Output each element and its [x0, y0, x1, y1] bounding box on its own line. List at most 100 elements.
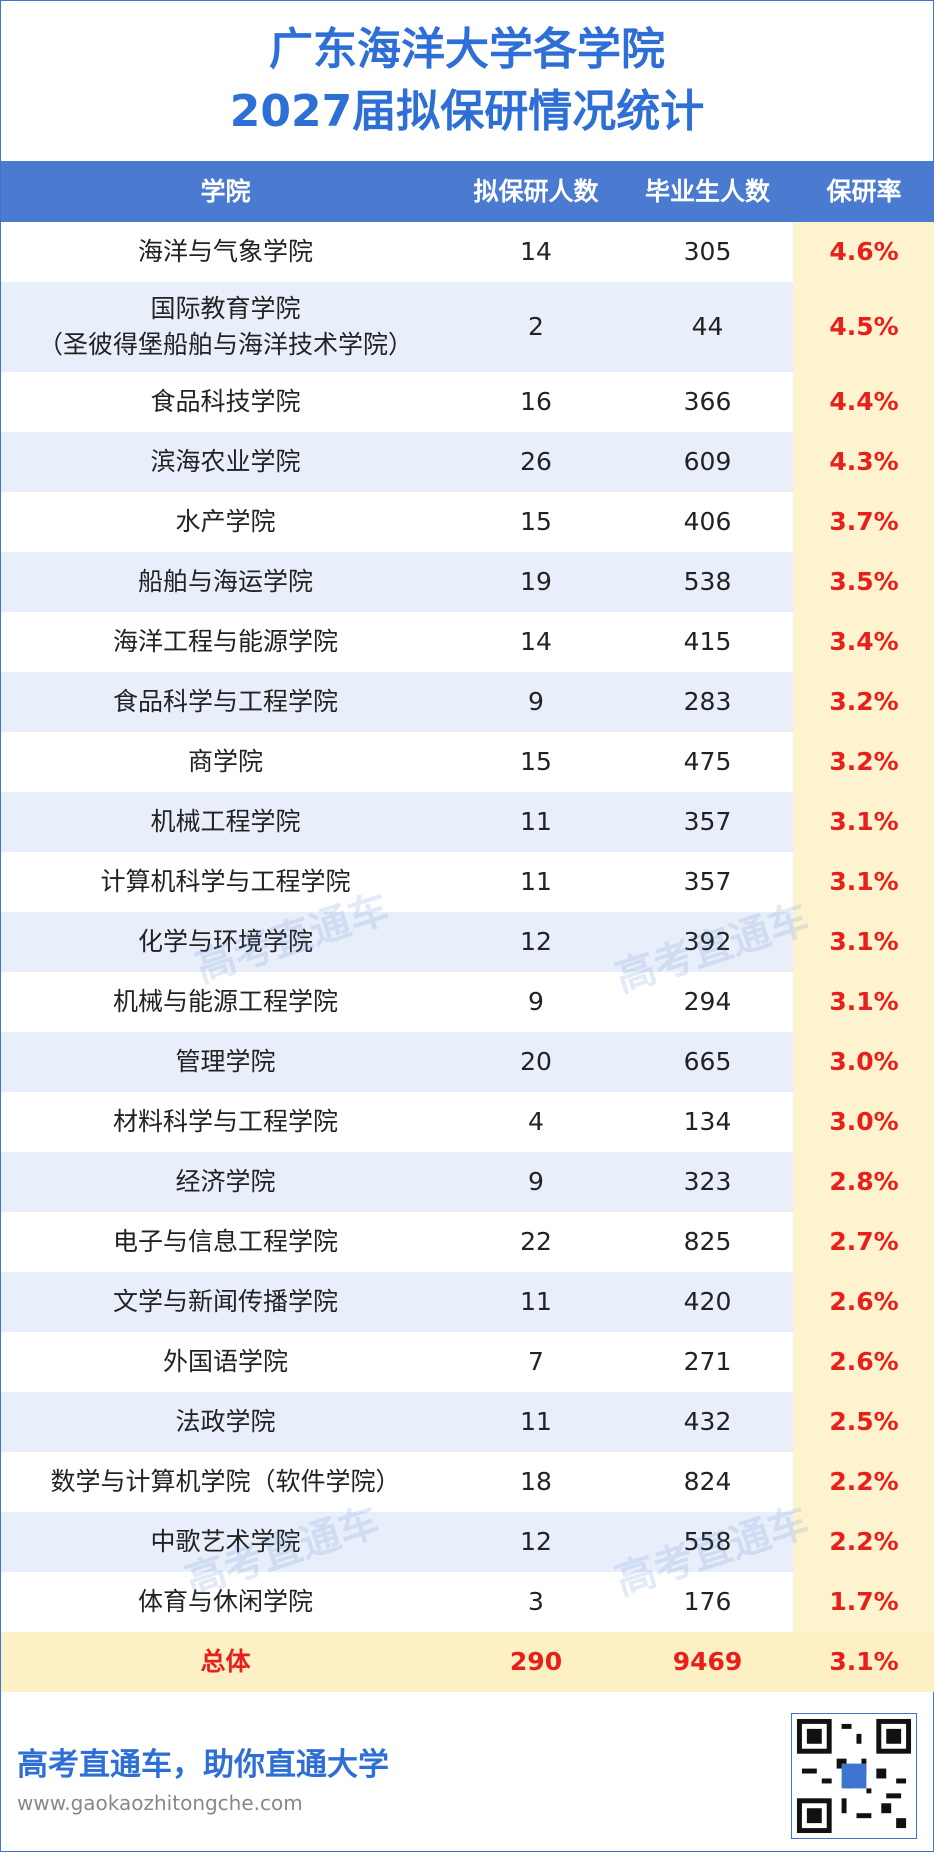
title-line: 广东海洋大学各学院 [269, 24, 665, 75]
table-cell: 176 [683, 1587, 732, 1616]
table-row: 材料科学与工程学院 4 134 3.0% [1, 1092, 934, 1152]
table-cell: 323 [683, 1167, 732, 1196]
qr-code [791, 1713, 917, 1839]
table-cell: 538 [683, 567, 732, 596]
table-cell: 文学与新闻传播学院 [112, 1287, 338, 1316]
table-cell: 9 [528, 687, 544, 716]
table-cell: 机械与能源工程学院 [112, 987, 338, 1016]
table-cell: 2.6% [793, 1332, 934, 1392]
table-row: 文学与新闻传播学院 11 420 2.6% [1, 1272, 934, 1332]
table-row: 化学与环境学院 12 392 3.1% [1, 912, 934, 972]
table-cell: 数学与计算机学院（软件学院） [50, 1467, 401, 1496]
table-cell: 406 [683, 507, 732, 536]
table-row: 中歌艺术学院 12 558 2.2% [1, 1512, 934, 1572]
table-row: 滨海农业学院 26 609 4.3% [1, 432, 934, 492]
table-cell: 9 [528, 1167, 544, 1196]
table-cell: 国际教育学院 （圣彼得堡船舶与海洋技术学院） [1, 282, 450, 372]
table-cell: 18 [520, 1467, 552, 1496]
table-cell: 滨海农业学院 [150, 447, 301, 476]
table-cell: 12 [520, 1527, 552, 1556]
table-cell: 2.2% [793, 1512, 934, 1572]
table-row: 管理学院 20 665 3.0% [1, 1032, 934, 1092]
slogan: 高考直通车，助你直通大学 [17, 1747, 389, 1783]
cell-line: （圣彼得堡船舶与海洋技术学院） [37, 330, 413, 359]
table-cell: 4.5% [793, 282, 934, 372]
table-cell: 海洋工程与能源学院 [112, 627, 338, 656]
table-cell: 食品科学与工程学院 [112, 687, 338, 716]
table-row: 数学与计算机学院（软件学院） 18 824 2.2% [1, 1452, 934, 1512]
table-cell: 2.2% [793, 1452, 934, 1512]
table-row: 国际教育学院 （圣彼得堡船舶与海洋技术学院） 2 44 4.5% [1, 282, 934, 372]
table-cell: 26 [520, 447, 552, 476]
table-cell: 水产学院 [175, 507, 276, 536]
table-cell: 1.7% [793, 1572, 934, 1632]
table-cell: 3 [528, 1587, 544, 1616]
table-cell: 14 [520, 237, 552, 266]
table-cell: 外国语学院 [162, 1347, 288, 1376]
table-cell: 体育与休闲学院 [137, 1587, 313, 1616]
table-row: 学院 拟保研人数 毕业生人数 保研率 [1, 161, 934, 222]
table-row: 食品科技学院 16 366 4.4% [1, 372, 934, 432]
table-cell: 商学院 [187, 747, 263, 776]
table-cell: 15 [520, 747, 552, 776]
table-cell: 中歌艺术学院 [150, 1527, 301, 1556]
table-cell: 经济学院 [175, 1167, 276, 1196]
table-cell: 3.1% [793, 852, 934, 912]
table-cell: 船舶与海运学院 [137, 567, 313, 596]
table-cell: 11 [520, 867, 552, 896]
table-row: 海洋与气象学院 14 305 4.6% [1, 222, 934, 282]
table-cell: 665 [683, 1047, 732, 1076]
table-cell: 366 [683, 387, 732, 416]
table-row: 总体 290 9469 3.1% [1, 1632, 934, 1692]
table-cell: 拟保研人数 [450, 161, 622, 222]
table-cell: 化学与环境学院 [137, 927, 313, 956]
table-row: 电子与信息工程学院 22 825 2.7% [1, 1212, 934, 1272]
table-cell: 11 [520, 807, 552, 836]
table-cell: 计算机科学与工程学院 [100, 867, 351, 896]
table-cell: 305 [683, 237, 732, 266]
table-cell: 食品科技学院 [150, 387, 301, 416]
table-cell: 432 [683, 1407, 732, 1436]
table-row: 体育与休闲学院 3 176 1.7% [1, 1572, 934, 1632]
table-cell: 415 [683, 627, 732, 656]
table-row: 船舶与海运学院 19 538 3.5% [1, 552, 934, 612]
table-cell: 4.4% [793, 372, 934, 432]
table-cell: 3.4% [793, 612, 934, 672]
table-cell: 134 [683, 1107, 732, 1136]
url: www.gaokaozhitongche.com [17, 1791, 303, 1815]
table-cell: 290 [509, 1647, 563, 1676]
table-cell: 机械工程学院 [150, 807, 301, 836]
table-row: 计算机科学与工程学院 11 357 3.1% [1, 852, 934, 912]
table-cell: 9 [528, 987, 544, 1016]
table-cell: 357 [683, 867, 732, 896]
table-cell: 824 [683, 1467, 732, 1496]
table-cell: 2.7% [793, 1212, 934, 1272]
cell-line: 国际教育学院 [150, 294, 301, 323]
table-cell: 2.5% [793, 1392, 934, 1452]
table-cell: 电子与信息工程学院 [112, 1227, 338, 1256]
table-cell: 44 [691, 312, 724, 341]
table-cell: 16 [520, 387, 552, 416]
table-cell: 3.1% [793, 1632, 934, 1692]
table-cell: 3.0% [793, 1092, 934, 1152]
table-cell: 609 [683, 447, 732, 476]
table-cell: 2.6% [793, 1272, 934, 1332]
table-cell: 3.1% [793, 792, 934, 852]
table-cell: 11 [520, 1287, 552, 1316]
table-cell: 2.8% [793, 1152, 934, 1212]
table-cell: 管理学院 [175, 1047, 276, 1076]
table-row: 法政学院 11 432 2.5% [1, 1392, 934, 1452]
table-row: 海洋工程与能源学院 14 415 3.4% [1, 612, 934, 672]
table-cell: 475 [683, 747, 732, 776]
table-cell: 4.6% [793, 222, 934, 282]
table-cell: 3.2% [793, 672, 934, 732]
table-row: 食品科学与工程学院 9 283 3.2% [1, 672, 934, 732]
table-row: 机械与能源工程学院 9 294 3.1% [1, 972, 934, 1032]
table-cell: 3.2% [793, 732, 934, 792]
table-cell: 15 [520, 507, 552, 536]
table-cell: 14 [520, 627, 552, 656]
table-row: 外国语学院 7 271 2.6% [1, 1332, 934, 1392]
table-cell: 420 [683, 1287, 732, 1316]
table-cell: 558 [683, 1527, 732, 1556]
table-row: 经济学院 9 323 2.8% [1, 1152, 934, 1212]
